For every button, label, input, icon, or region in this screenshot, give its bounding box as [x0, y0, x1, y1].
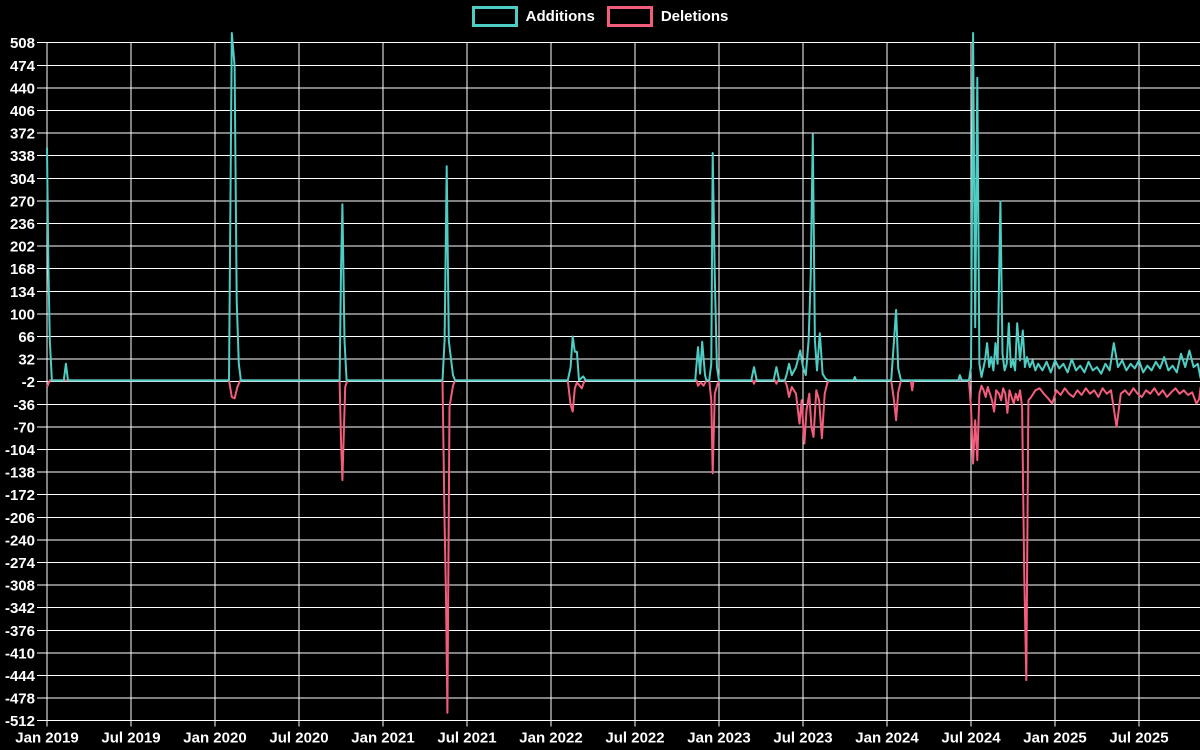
y-tick-label: 270 [10, 193, 35, 210]
y-tick-label: 508 [10, 35, 35, 52]
legend-item-deletions[interactable]: Deletions [606, 6, 729, 27]
y-tick-label: 32 [18, 352, 35, 369]
x-tick-label: Jan 2022 [519, 730, 582, 747]
y-tick-label: -104 [5, 442, 36, 459]
y-tick-label: -444 [5, 668, 36, 685]
y-tick-label: -342 [5, 600, 35, 617]
series-line-additions [46, 32, 1200, 382]
x-tick-label: Jan 2021 [351, 730, 414, 747]
chart-legend: Additions Deletions [0, 6, 1200, 27]
y-tick-label: -36 [13, 397, 35, 414]
y-tick-label: 66 [18, 329, 35, 346]
y-tick-label: 372 [10, 126, 35, 143]
x-tick-label: Jul 2021 [437, 730, 496, 747]
y-tick-label: -512 [5, 713, 35, 730]
legend-item-additions[interactable]: Additions [471, 6, 595, 27]
y-tick-label: 168 [10, 261, 35, 278]
deletions-swatch-icon [606, 6, 653, 27]
y-tick-label: 474 [10, 58, 36, 75]
y-tick-label: -2 [22, 374, 35, 391]
y-tick-label: -478 [5, 691, 35, 708]
x-tick-label: Jan 2023 [687, 730, 750, 747]
legend-label-additions: Additions [525, 8, 595, 25]
x-tick-label: Jul 2022 [605, 730, 664, 747]
x-tick-label: Jul 2019 [101, 730, 160, 747]
y-tick-label: -376 [5, 623, 35, 640]
x-tick-label: Jul 2025 [1109, 730, 1168, 747]
y-tick-label: 338 [10, 148, 35, 165]
y-tick-label: 134 [10, 284, 36, 301]
y-tick-label: -308 [5, 578, 35, 595]
x-tick-label: Jul 2020 [269, 730, 328, 747]
y-tick-label: 236 [10, 216, 35, 233]
series-line-deletions [46, 379, 1200, 714]
x-tick-label: Jan 2025 [1023, 730, 1086, 747]
x-tick-label: Jul 2023 [773, 730, 832, 747]
y-tick-label: 440 [10, 80, 35, 97]
y-tick-label: -240 [5, 532, 35, 549]
additions-swatch-icon [471, 6, 518, 27]
y-tick-label: 100 [10, 306, 35, 323]
y-tick-label: -274 [5, 555, 36, 572]
y-tick-label: -410 [5, 645, 35, 662]
legend-label-deletions: Deletions [660, 8, 729, 25]
x-tick-label: Jan 2019 [15, 730, 78, 747]
x-tick-label: Jan 2024 [855, 730, 919, 747]
y-tick-label: -70 [13, 419, 35, 436]
x-tick-label: Jan 2020 [183, 730, 246, 747]
y-tick-label: -138 [5, 465, 35, 482]
y-tick-label: 304 [10, 171, 36, 188]
x-tick-label: Jul 2024 [941, 730, 1001, 747]
y-tick-label: 406 [10, 103, 35, 120]
y-tick-label: -172 [5, 487, 35, 504]
y-tick-label: 202 [10, 239, 35, 256]
y-tick-label: -206 [5, 510, 35, 527]
